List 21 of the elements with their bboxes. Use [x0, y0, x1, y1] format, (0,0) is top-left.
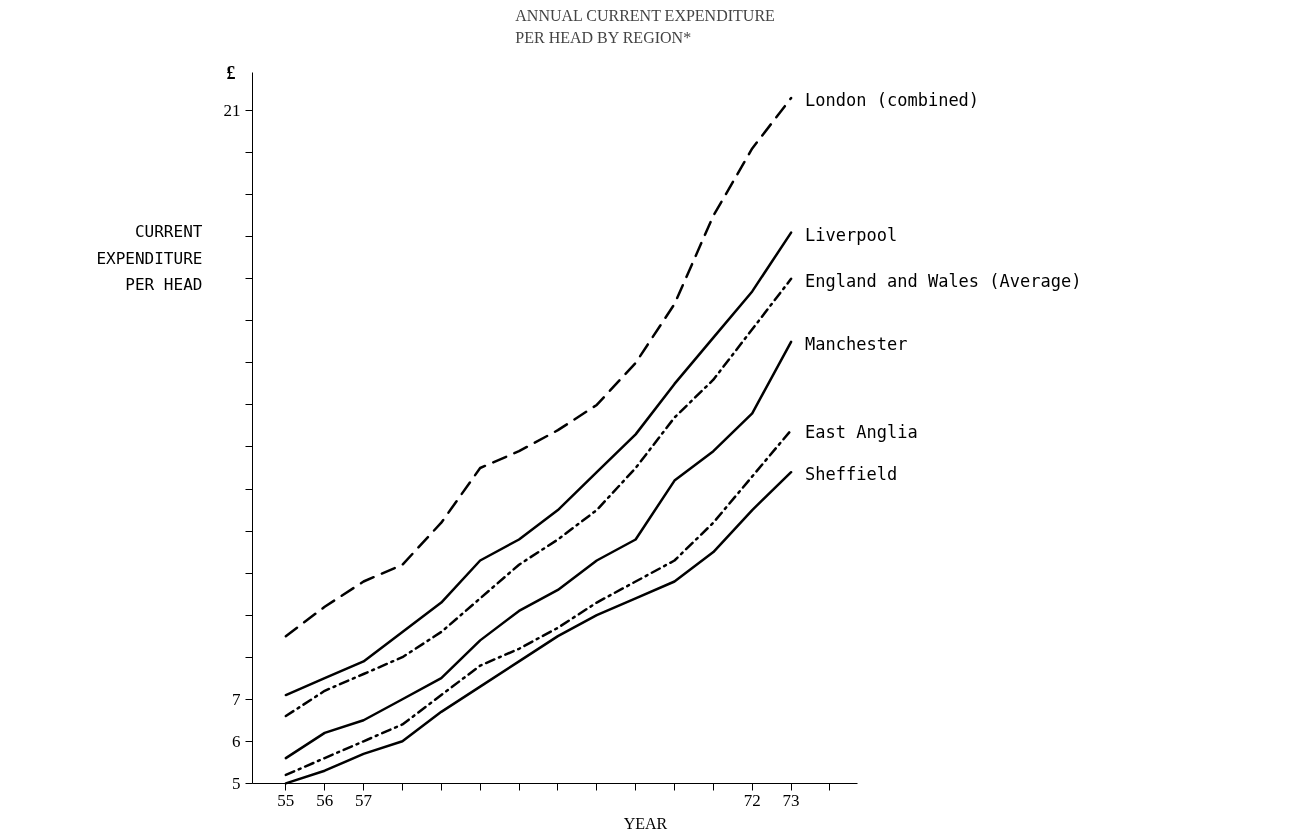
x-tick-label: 55: [277, 791, 295, 811]
y-tick-label: 5: [231, 773, 241, 793]
x-tick-label: 57: [355, 791, 373, 811]
chart-title: ANNUAL CURRENT EXPENDITURE PER HEAD BY REGION*: [515, 7, 775, 47]
y-axis-title: CURRENT EXPENDITURE PER HEAD: [96, 222, 203, 295]
x-tick-label: 56: [316, 791, 334, 811]
text: £: [226, 62, 236, 83]
series-label: London (combined): [805, 90, 980, 111]
y-tick-label: 7: [231, 689, 241, 709]
x-tick-label: 73: [782, 791, 800, 811]
y-tick-label: 21: [223, 101, 241, 121]
y-tick-label: 6: [231, 731, 241, 751]
series-label: Liverpool: [805, 224, 898, 245]
x-axis-title: YEAR: [623, 815, 668, 833]
line-series: [284, 340, 793, 760]
series-label: Sheffield: [805, 464, 898, 485]
series-label: Manchester: [805, 333, 908, 354]
series-label: East Anglia: [805, 422, 918, 443]
x-tick-label: 72: [743, 791, 761, 811]
line-series: [284, 96, 793, 638]
series-label: England and Wales (Average): [805, 270, 1082, 291]
